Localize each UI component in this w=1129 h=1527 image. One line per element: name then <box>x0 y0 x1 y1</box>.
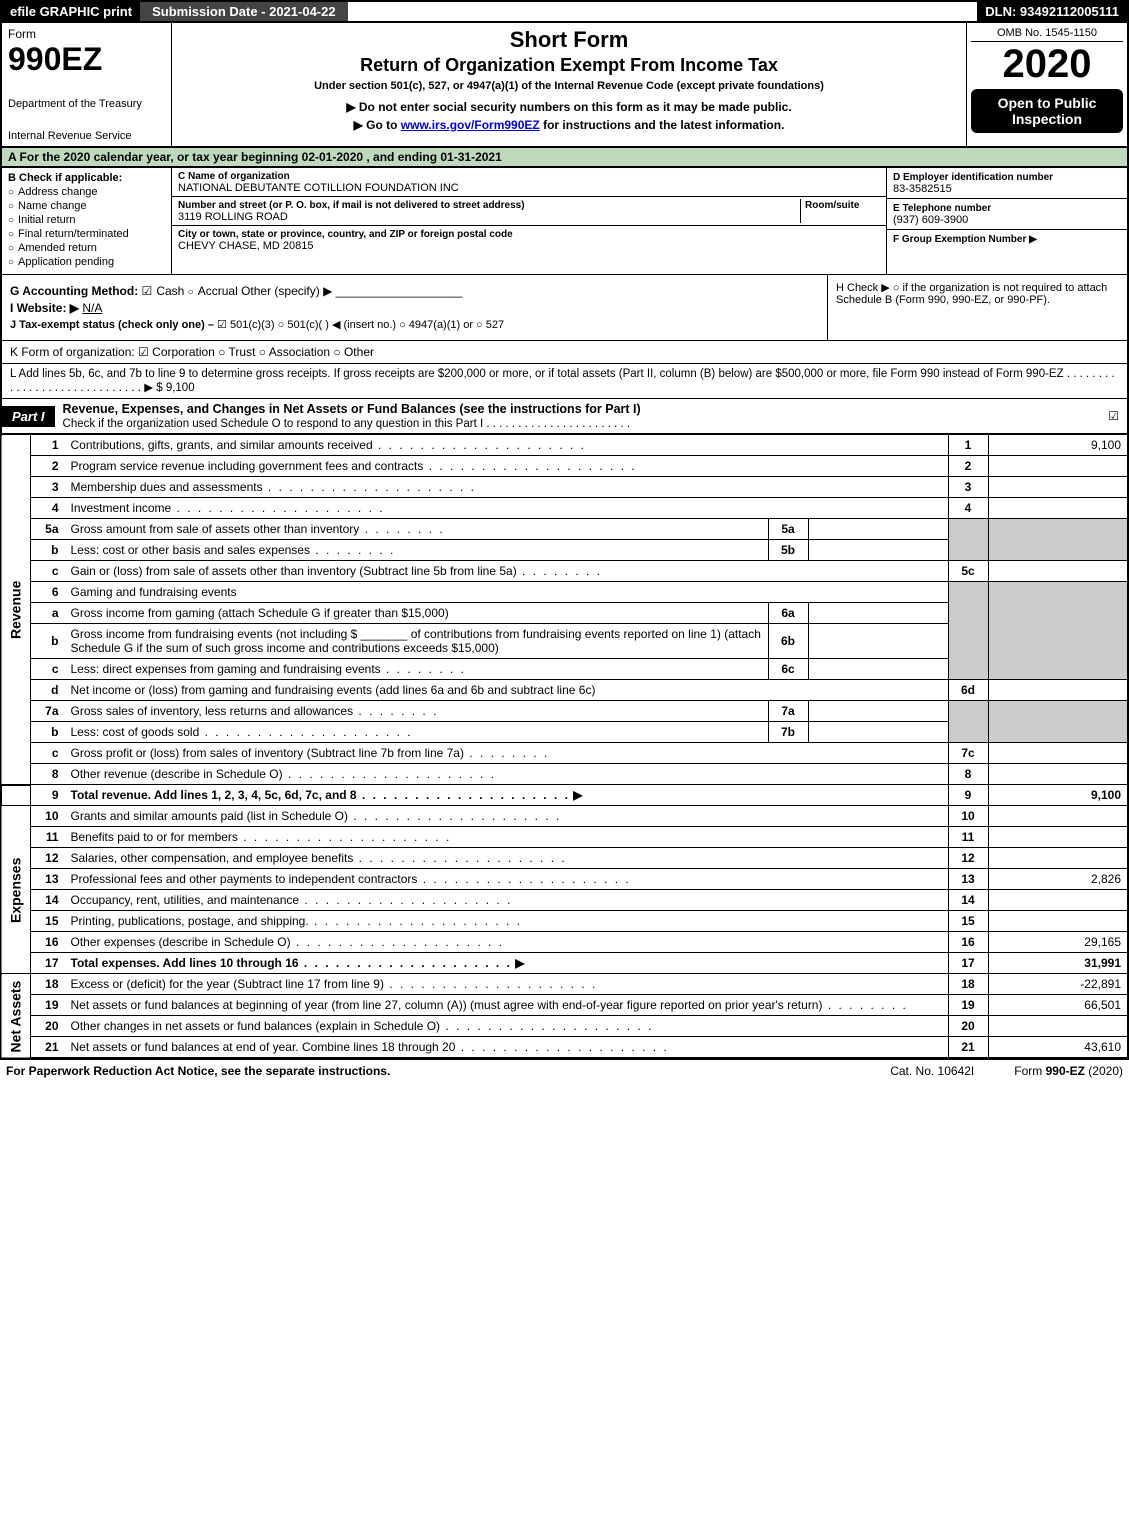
box-b: B Check if applicable: Address change Na… <box>2 168 172 274</box>
row-3: 3 Membership dues and assessments 3 <box>1 477 1128 498</box>
tel-value: (937) 609-3900 <box>893 214 968 226</box>
row-13: 13 Professional fees and other payments … <box>1 869 1128 890</box>
header-mid: Short Form Return of Organization Exempt… <box>172 23 967 146</box>
part1-badge: Part I <box>2 406 55 427</box>
g-other: Other (specify) ▶ <box>241 284 332 298</box>
row-6d: d Net income or (loss) from gaming and f… <box>1 680 1128 701</box>
box-d-e-f: D Employer identification number 83-3582… <box>887 168 1127 274</box>
row-a-taxyear: A For the 2020 calendar year, or tax yea… <box>0 148 1129 168</box>
box-b-title: B Check if applicable: <box>8 172 165 184</box>
form-word: Form <box>8 27 165 41</box>
subtitle: Under section 501(c), 527, or 4947(a)(1)… <box>178 80 960 92</box>
g-label: G Accounting Method: <box>10 284 138 298</box>
part1-checkbox[interactable]: ☑ <box>1100 406 1127 426</box>
d-ein-label: D Employer identification number <box>893 172 1053 183</box>
chk-application-pending[interactable]: Application pending <box>8 256 165 268</box>
org-name: NATIONAL DEBUTANTE COTILLION FOUNDATION … <box>178 182 459 194</box>
row-16: 16 Other expenses (describe in Schedule … <box>1 932 1128 953</box>
chk-final-return[interactable]: Final return/terminated <box>8 228 165 240</box>
chk-initial-return[interactable]: Initial return <box>8 214 165 226</box>
irs-link[interactable]: www.irs.gov/Form990EZ <box>401 118 540 132</box>
submission-date: Submission Date - 2021-04-22 <box>140 2 348 21</box>
box-h: H Check ▶ ○ if the organization is not r… <box>827 275 1127 340</box>
row-2: 2 Program service revenue including gove… <box>1 456 1128 477</box>
row-20: 20 Other changes in net assets or fund b… <box>1 1016 1128 1037</box>
k-row: K Form of organization: ☑ Corporation ○ … <box>0 341 1129 364</box>
header-left: Form 990EZ Department of the Treasury In… <box>2 23 172 146</box>
header-right: OMB No. 1545-1150 2020 Open to Public In… <box>967 23 1127 146</box>
e-tel-label: E Telephone number <box>893 203 991 214</box>
info-block: B Check if applicable: Address change Na… <box>0 168 1129 275</box>
row-19: 19 Net assets or fund balances at beginn… <box>1 995 1128 1016</box>
dln-label: DLN: 93492112005111 <box>977 2 1127 21</box>
tax-year: 2020 <box>971 42 1123 87</box>
chk-amended-return[interactable]: Amended return <box>8 242 165 254</box>
form-number: 990EZ <box>8 41 165 78</box>
omb-number: OMB No. 1545-1150 <box>971 27 1123 42</box>
row-5a: 5a Gross amount from sale of assets othe… <box>1 519 1128 540</box>
row-15: 15 Printing, publications, postage, and … <box>1 911 1128 932</box>
title-return: Return of Organization Exempt From Incom… <box>178 55 960 76</box>
org-city: CHEVY CHASE, MD 20815 <box>178 240 314 252</box>
vlabel-netassets: Net Assets <box>1 974 31 1059</box>
row-1: Revenue 1 Contributions, gifts, grants, … <box>1 435 1128 456</box>
c-name-label: C Name of organization <box>178 171 290 182</box>
row-17: 17 Total expenses. Add lines 10 through … <box>1 953 1128 974</box>
j-label: J Tax-exempt status (check only one) – <box>10 319 214 331</box>
chk-cash[interactable]: Cash <box>142 284 185 298</box>
chk-accrual[interactable]: Accrual <box>188 284 238 298</box>
c-city-label: City or town, state or province, country… <box>178 229 513 240</box>
website-value: N/A <box>82 301 102 315</box>
footer-catno: Cat. No. 10642I <box>890 1064 974 1078</box>
i-label: I Website: ▶ <box>10 301 79 315</box>
row-14: 14 Occupancy, rent, utilities, and maint… <box>1 890 1128 911</box>
c-street-label: Number and street (or P. O. box, if mail… <box>178 200 525 211</box>
row-8: 8 Other revenue (describe in Schedule O)… <box>1 764 1128 785</box>
f-group-label: F Group Exemption Number ▶ <box>893 234 1037 245</box>
row-10: Expenses 10 Grants and similar amounts p… <box>1 806 1128 827</box>
row-11: 11 Benefits paid to or for members 11 <box>1 827 1128 848</box>
row-12: 12 Salaries, other compensation, and emp… <box>1 848 1128 869</box>
title-short-form: Short Form <box>178 27 960 53</box>
row-7a: 7a Gross sales of inventory, less return… <box>1 701 1128 722</box>
row-5c: c Gain or (loss) from sale of assets oth… <box>1 561 1128 582</box>
dept-irs: Internal Revenue Service <box>8 130 165 142</box>
row-4: 4 Investment income 4 <box>1 498 1128 519</box>
footer: For Paperwork Reduction Act Notice, see … <box>0 1059 1129 1082</box>
part1-header: Part I Revenue, Expenses, and Changes in… <box>0 399 1129 434</box>
mid-block: G Accounting Method: Cash Accrual Other … <box>0 275 1129 341</box>
row-18: Net Assets 18 Excess or (deficit) for th… <box>1 974 1128 995</box>
mid-left: G Accounting Method: Cash Accrual Other … <box>2 275 827 340</box>
form-header: Form 990EZ Department of the Treasury In… <box>0 21 1129 148</box>
row-21: 21 Net assets or fund balances at end of… <box>1 1037 1128 1059</box>
l-row: L Add lines 5b, 6c, and 7b to line 9 to … <box>0 364 1129 399</box>
box-c: C Name of organization NATIONAL DEBUTANT… <box>172 168 887 274</box>
chk-name-change[interactable]: Name change <box>8 200 165 212</box>
row-7c: c Gross profit or (loss) from sales of i… <box>1 743 1128 764</box>
row-9: 9 Total revenue. Add lines 1, 2, 3, 4, 5… <box>1 785 1128 806</box>
efile-label: efile GRAPHIC print <box>2 2 140 21</box>
j-options: ☑ 501(c)(3) ○ 501(c)( ) ◀ (insert no.) ○… <box>217 319 504 331</box>
topbar: efile GRAPHIC print Submission Date - 20… <box>0 0 1129 21</box>
vlabel-expenses: Expenses <box>1 806 31 974</box>
ein-value: 83-3582515 <box>893 183 952 195</box>
note-goto: ▶ Go to www.irs.gov/Form990EZ for instru… <box>178 118 960 132</box>
note-ssn: ▶ Do not enter social security numbers o… <box>178 100 960 114</box>
vlabel-revenue: Revenue <box>1 435 31 785</box>
dept-treasury: Department of the Treasury <box>8 98 165 110</box>
part1-title: Revenue, Expenses, and Changes in Net As… <box>55 399 1101 433</box>
h-text: H Check ▶ ○ if the organization is not r… <box>836 282 1107 306</box>
row-6: 6 Gaming and fundraising events <box>1 582 1128 603</box>
open-public-badge: Open to Public Inspection <box>971 89 1123 133</box>
footer-formref: Form 990-EZ (2020) <box>1014 1064 1123 1078</box>
main-table: Revenue 1 Contributions, gifts, grants, … <box>0 434 1129 1059</box>
chk-address-change[interactable]: Address change <box>8 186 165 198</box>
c-room-label: Room/suite <box>805 200 859 211</box>
footer-paperwork: For Paperwork Reduction Act Notice, see … <box>6 1064 390 1078</box>
org-street: 3119 ROLLING ROAD <box>178 211 288 223</box>
